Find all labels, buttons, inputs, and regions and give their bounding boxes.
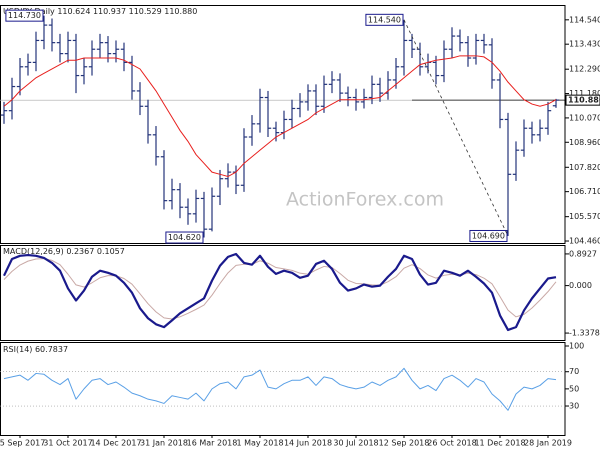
trend-line	[403, 19, 509, 237]
macd-header: MACD(12,26,9) 0.2367 0.1057	[3, 247, 125, 256]
x-tick-label: 14 Dec 2017	[90, 439, 141, 448]
watermark: ActionForex.com	[286, 189, 444, 211]
y-tick-label: 107.820	[569, 163, 600, 172]
y-tick-label: 100	[569, 342, 584, 351]
signal-value: 0.1057	[97, 247, 125, 256]
x-tick-label: 11 Dec 2018	[474, 439, 525, 448]
y-tick-label: 114.540	[569, 15, 600, 24]
y-tick-label: 70	[569, 367, 579, 376]
annotation-label: 104.620	[168, 233, 201, 242]
indicator-name: RSI(14)	[3, 345, 32, 354]
annotation-label: 104.690	[472, 231, 505, 240]
y-tick-label: 111.180	[569, 89, 600, 98]
indicator-line	[3, 252, 557, 332]
indicator-line	[3, 367, 557, 411]
indicator-name: MACD(12,26,9)	[3, 247, 64, 256]
y-tick-label: 108.960	[569, 138, 600, 147]
low-value: 110.529	[129, 7, 162, 16]
y-tick-label: 104.460	[569, 237, 600, 246]
price-panel	[0, 5, 566, 244]
y-tick-label: 113.430	[569, 40, 600, 49]
rsi-header: RSI(14) 60.7837	[3, 345, 68, 354]
annotation-box	[165, 231, 204, 244]
x-tick-label: 14 Jun 2018	[284, 439, 332, 448]
y-tick-label: 105.570	[569, 212, 600, 221]
y-tick-label: -1.3378	[569, 329, 600, 338]
x-tick-label: 31 Jan 2018	[140, 439, 188, 448]
annotation-label: 114.540	[368, 15, 401, 24]
y-tick-label: 30	[569, 402, 579, 411]
y-tick-label: 106.710	[569, 187, 600, 196]
x-tick-label: 31 Oct 2017	[43, 439, 92, 448]
close-value: 110.880	[164, 7, 197, 16]
high-value: 110.937	[93, 7, 126, 16]
y-tick-label: 112.290	[569, 65, 600, 74]
macd-value: 0.2367	[66, 247, 94, 256]
x-tick-label: 1 May 2018	[236, 439, 283, 448]
annotation-box	[469, 229, 508, 242]
open-value: 110.624	[57, 7, 90, 16]
y-tick-label: 0.8927	[569, 249, 597, 258]
x-tick-label: 16 Mar 2018	[187, 439, 238, 448]
y-tick-label: 50	[569, 384, 579, 393]
annotation-box	[5, 9, 44, 22]
x-tick-label: 26 Oct 2018	[427, 439, 476, 448]
rsi-value: 60.7837	[35, 345, 68, 354]
x-tick-label: 30 Jul 2018	[333, 439, 378, 448]
last-price-label: 110.880	[568, 96, 600, 105]
x-tick-label: 15 Sep 2017	[0, 439, 45, 448]
moving-average	[3, 55, 557, 178]
annotation-box	[365, 13, 404, 26]
y-tick-label: 0.000	[569, 281, 592, 290]
x-tick-label: 12 Sep 2018	[379, 439, 430, 448]
x-tick-label: 28 Jan 2019	[524, 439, 572, 448]
y-tick-label: 110.070	[569, 113, 600, 122]
last-price-box	[565, 94, 600, 106]
annotation-label: 114.730	[8, 11, 41, 20]
macd-panel	[0, 245, 566, 341]
